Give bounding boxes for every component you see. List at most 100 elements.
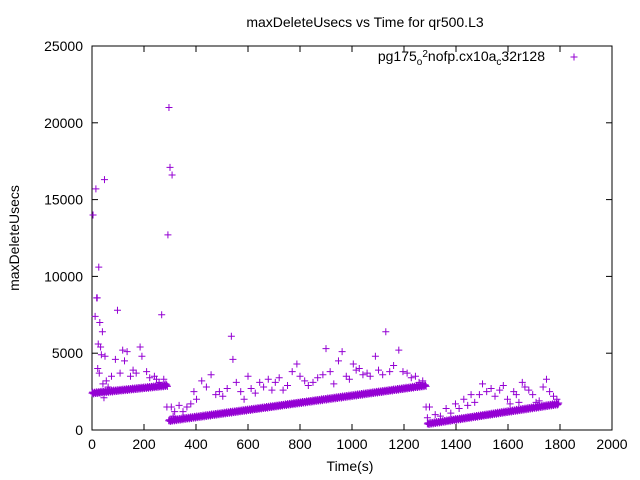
data-point (322, 345, 330, 353)
data-point (97, 351, 105, 359)
data-point (421, 381, 429, 389)
data-point (227, 332, 235, 340)
data-point (411, 372, 419, 380)
data-point (193, 395, 201, 403)
data-point (512, 391, 520, 399)
data-point (390, 361, 398, 369)
data-point (95, 263, 103, 271)
data-point (425, 403, 433, 411)
data-point (126, 372, 134, 380)
data-point (330, 380, 338, 388)
data-point (99, 380, 107, 388)
data-point (169, 412, 177, 420)
data-point (104, 383, 112, 391)
data-point (479, 380, 487, 388)
data-point (496, 386, 504, 394)
data-point (529, 391, 537, 399)
legend-marker-plus (570, 53, 578, 61)
data-point (550, 392, 557, 400)
data-point (352, 366, 360, 374)
data-point (542, 375, 550, 383)
data-point (539, 383, 547, 391)
data-point (288, 368, 296, 376)
data-point (94, 365, 102, 373)
data-point (138, 352, 146, 360)
y-axis-title: maxDeleteUsecs (6, 185, 22, 291)
data-point (143, 368, 151, 376)
data-point (460, 395, 468, 403)
y-tick-label: 25000 (44, 38, 83, 54)
data-point (375, 366, 383, 374)
data-point (91, 312, 99, 320)
data-point (183, 403, 191, 411)
data-point (423, 414, 431, 422)
x-tick-label: 1000 (336, 436, 367, 452)
chart-title: maxDeleteUsecs vs Time for qr500.L3 (246, 14, 484, 30)
data-point (164, 231, 172, 239)
data-point (535, 397, 543, 405)
data-point (447, 409, 455, 417)
data-point (155, 378, 163, 386)
data-point (100, 394, 108, 402)
data-point (355, 365, 363, 373)
data-point (198, 377, 206, 385)
data-point (442, 404, 450, 412)
data-point (116, 369, 124, 377)
data-point (215, 388, 223, 396)
data-point (451, 400, 459, 408)
plot-frame (91, 45, 613, 431)
data-point (419, 377, 427, 385)
data-point (363, 369, 371, 377)
scatter-series (88, 103, 563, 428)
data-point (403, 369, 411, 377)
x-tick-label: 1600 (492, 436, 523, 452)
x-tick-label: 400 (184, 436, 208, 452)
data-point (345, 375, 353, 383)
data-point (123, 348, 131, 356)
x-tick-label: 800 (288, 436, 312, 452)
x-tick-label: 200 (132, 436, 156, 452)
data-point (371, 352, 379, 360)
data-point (240, 395, 248, 403)
data-point (89, 211, 97, 219)
data-point (296, 372, 304, 380)
data-point (471, 398, 479, 406)
data-point (342, 372, 350, 380)
data-point (167, 403, 175, 411)
data-point (399, 368, 407, 376)
data-point (515, 398, 523, 406)
y-tick-label: 20000 (44, 115, 83, 131)
data-point (101, 352, 109, 360)
data-point (293, 360, 301, 368)
data-point (251, 389, 259, 397)
data-point (467, 391, 475, 399)
data-point (546, 388, 554, 396)
data-point (132, 369, 140, 377)
data-point (160, 375, 168, 383)
data-point (100, 176, 108, 184)
legend-label: pg175o2nofp.cx10ac32r128 (378, 48, 545, 68)
data-point (319, 371, 327, 379)
data-point (93, 294, 101, 302)
data-point (521, 383, 529, 391)
data-point (271, 378, 279, 386)
data-point (97, 343, 105, 351)
data-point (431, 411, 439, 419)
data-point (506, 400, 514, 408)
data-point (247, 385, 255, 393)
data-point (422, 381, 430, 389)
data-point (165, 103, 173, 111)
data-point (366, 372, 374, 380)
data-point (395, 346, 403, 354)
data-point (111, 355, 119, 363)
data-point (491, 392, 499, 400)
x-tick-label: 1400 (440, 436, 471, 452)
y-tick-label: 0 (75, 422, 83, 438)
y-tick-label: 10000 (44, 268, 83, 284)
data-point (407, 374, 415, 382)
data-point (314, 374, 322, 382)
data-point (171, 408, 179, 416)
x-axis: 0 200 400 600 800 1000 1200 1400 1600 1800 2000 (88, 46, 628, 452)
data-point (301, 377, 309, 385)
x-tick-label: 1800 (544, 436, 575, 452)
